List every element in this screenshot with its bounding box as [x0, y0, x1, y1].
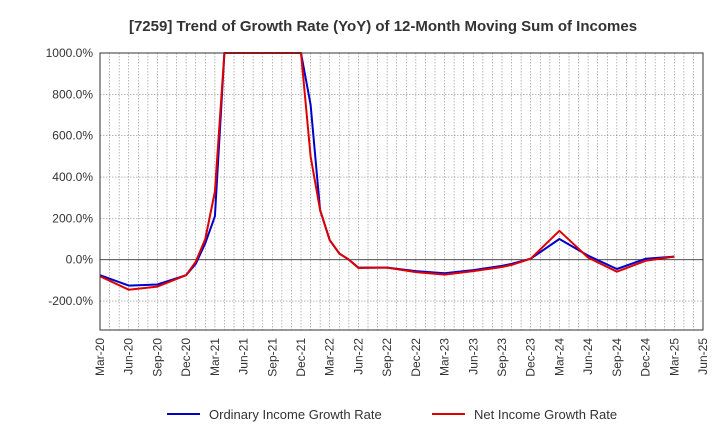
grid-layer: [100, 53, 703, 330]
y-tick-label: 1000.0%: [46, 46, 94, 60]
x-tick-label: Sep-21: [265, 338, 279, 377]
x-tick-label: Sep-24: [610, 338, 624, 377]
x-tick-label: Mar-20: [93, 338, 107, 376]
x-tick-label: Dec-24: [639, 338, 653, 377]
series-line-ordinary-income: [100, 52, 675, 287]
chart-title: [7259] Trend of Growth Rate (YoY) of 12-…: [129, 18, 637, 35]
y-tick-label: 800.0%: [52, 87, 93, 101]
y-tick-label: 0.0%: [66, 253, 94, 267]
x-tick-label: Sep-22: [380, 338, 394, 377]
x-tick-label: Mar-25: [667, 338, 681, 376]
x-tick-label: Sep-23: [495, 338, 509, 377]
x-tick-label: Jun-24: [581, 338, 595, 375]
x-tick-label: Mar-24: [552, 338, 566, 376]
series-layer: [100, 52, 675, 291]
y-tick-label: -200.0%: [48, 294, 93, 308]
plot-frame: [99, 52, 704, 331]
y-tick-label: 400.0%: [52, 170, 93, 184]
x-tick-label: Mar-23: [438, 338, 452, 376]
x-tick-label: Mar-22: [323, 338, 337, 376]
x-axis-ticks: Mar-20 Jun-20 Sep-20 Dec-20 Mar-21 Jun-21 Sep-…: [93, 338, 710, 377]
x-tick-label: Jun-22: [351, 338, 365, 375]
x-tick-label: Jun-21: [237, 338, 251, 375]
y-tick-label: 200.0%: [52, 211, 93, 225]
x-tick-label: Dec-20: [179, 338, 193, 377]
x-tick-label: Mar-21: [208, 338, 222, 376]
y-tick-label: 600.0%: [52, 129, 93, 143]
legend: Ordinary Income Growth Rate Net Income Gr…: [167, 407, 617, 422]
x-tick-label: Dec-22: [409, 338, 423, 377]
y-axis-ticks: 1000.0% 800.0% 600.0% 400.0% 200.0% 0.0% -200.…: [46, 46, 94, 308]
series-line-net-income: [100, 52, 675, 291]
x-tick-label: Dec-21: [294, 338, 308, 377]
x-tick-label: Dec-23: [524, 338, 538, 377]
x-tick-label: Jun-20: [122, 338, 136, 375]
x-tick-label: Sep-20: [150, 338, 164, 377]
legend-label: Ordinary Income Growth Rate: [209, 407, 382, 422]
legend-label: Net Income Growth Rate: [474, 407, 617, 422]
x-tick-label: Jun-25: [696, 338, 710, 375]
x-tick-label: Jun-23: [466, 338, 480, 375]
